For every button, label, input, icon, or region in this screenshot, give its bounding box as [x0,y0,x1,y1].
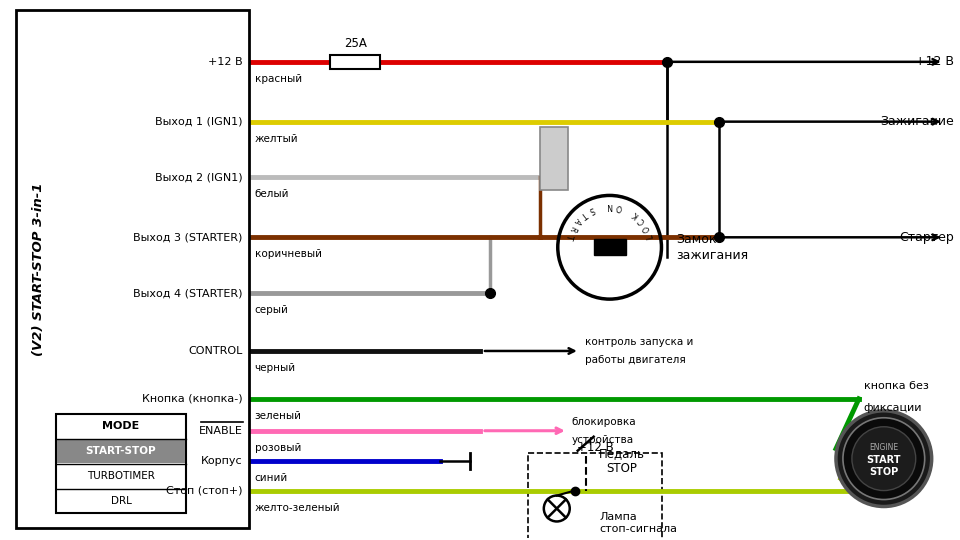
Bar [58,440,185,463]
Text: Лампа
стоп-сигнала: Лампа стоп-сигнала [600,512,678,534]
Text: ENGINE: ENGINE [869,443,899,452]
Text: A: A [572,215,583,226]
Text: MODE: MODE [103,421,139,431]
Circle shape [852,427,916,490]
Circle shape [836,411,931,507]
Text: L: L [645,234,655,240]
Text: CONTROL: CONTROL [188,346,243,356]
Text: +12 В: +12 В [577,441,614,454]
Circle shape [843,418,924,500]
Text: Выход 2 (IGN1): Выход 2 (IGN1) [156,172,243,183]
Text: START: START [867,455,901,464]
Text: устройства: устройства [572,435,634,445]
Text: Стартер: Стартер [899,231,953,244]
Text: O: O [641,224,652,233]
Text: S: S [588,204,596,214]
Text: N: N [607,201,612,210]
Text: Педаль
STOP: Педаль STOP [599,447,644,475]
Text: 25A: 25A [344,37,367,50]
Text: Выход 3 (STARTER): Выход 3 (STARTER) [133,232,243,242]
Text: ENABLE: ENABLE [199,426,243,436]
Text: зеленый: зеленый [254,411,301,421]
Bar [528,453,662,540]
Text: коричневый: коричневый [254,249,322,259]
Text: TURBOTIMER: TURBOTIMER [87,471,155,481]
Text: синий: синий [254,472,288,483]
Text: +12 В: +12 В [915,55,953,69]
Text: фиксации: фиксации [864,403,923,413]
Bar [57,414,186,514]
Text: контроль запуска и: контроль запуска и [585,337,693,347]
Text: желтый: желтый [254,133,299,144]
Text: блокировка: блокировка [572,417,636,427]
Text: O: O [615,201,623,212]
Text: START-STOP: START-STOP [85,446,156,456]
Text: DRL: DRL [110,496,132,506]
Text: красный: красный [254,74,301,84]
Text: (V2) START-STOP 3-in-1: (V2) START-STOP 3-in-1 [32,183,45,356]
Text: T: T [579,209,588,219]
Text: STOP: STOP [869,467,899,477]
Text: белый: белый [254,190,289,199]
Bar [593,239,626,255]
Text: K: K [631,209,640,219]
Bar [330,55,380,69]
Text: Выход 1 (IGN1): Выход 1 (IGN1) [156,117,243,127]
Text: серый: серый [254,305,289,315]
Text: кнопка без: кнопка без [864,381,928,391]
Text: Зажигание: Зажигание [880,115,953,128]
Text: R: R [567,224,578,233]
Text: розовый: розовый [254,443,301,453]
Text: желто-зеленый: желто-зеленый [254,503,340,512]
Text: +12 В: +12 В [208,57,243,67]
Text: C: C [636,215,647,226]
Bar [540,126,567,191]
Text: Замок: Замок [677,233,717,246]
Text: T: T [564,234,574,240]
Text: Выход 4 (STARTER): Выход 4 (STARTER) [133,288,243,298]
Text: работы двигателя: работы двигателя [585,355,685,365]
Text: Кнопка (кнопка-): Кнопка (кнопка-) [142,394,243,404]
Text: Стоп (стоп+): Стоп (стоп+) [166,485,243,496]
Text: черный: черный [254,363,296,373]
Text: Корпус: Корпус [201,456,243,465]
Text: зажигания: зажигания [677,249,749,262]
Bar [16,10,249,529]
